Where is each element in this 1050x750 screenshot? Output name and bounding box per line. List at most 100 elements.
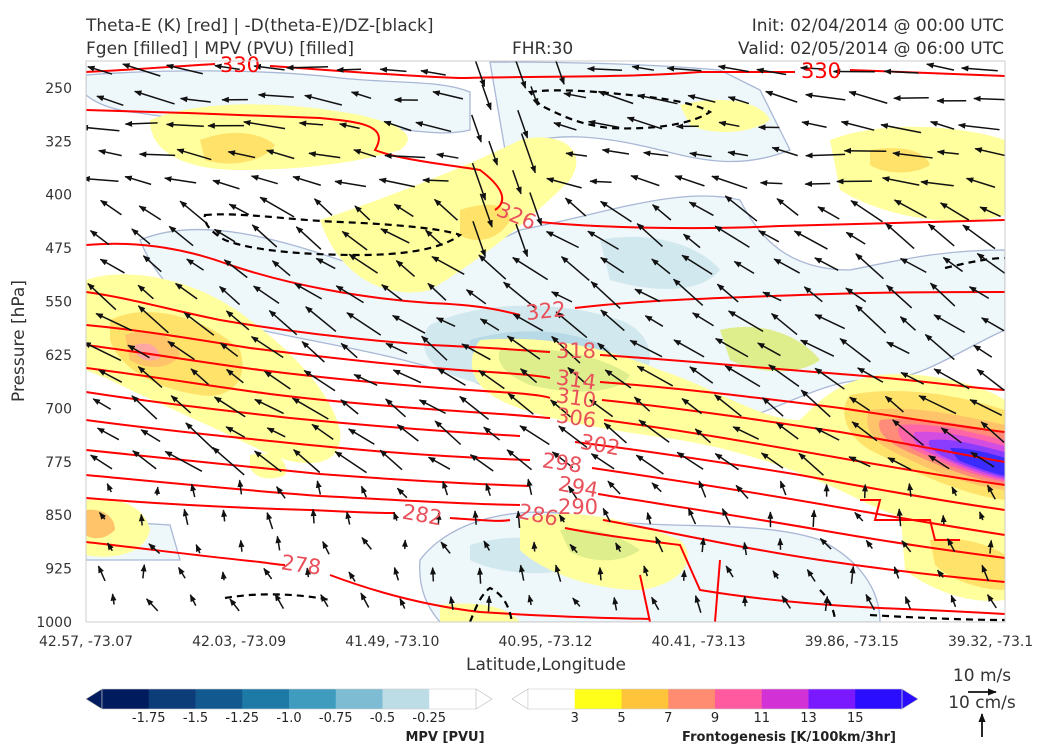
wind-vector [586,65,623,72]
wind-vector [418,399,446,415]
colorbar-extend-right [475,688,493,710]
wind-vector [973,344,993,358]
wind-vector [140,429,161,443]
x-tick-label: 40.95, -73.12 [498,634,592,650]
wind-vector [960,65,998,72]
wind-vector [380,228,410,244]
wind-vector [360,485,368,498]
wind-vector [425,229,443,247]
y-tick-label: 550 [45,295,72,311]
wind-vector [973,95,1005,102]
wind-vector [529,192,543,226]
wind-vector [761,397,784,417]
wind-vector [266,427,286,438]
wind-vector [567,485,578,500]
wind-vector [237,479,244,495]
wind-vector [933,314,966,334]
wind-vector [385,398,406,418]
wind-vector [483,426,501,441]
x-axis-label: Latitude,Longitude [466,655,626,675]
theta-e-label: 290 [558,495,598,519]
wind-vector [190,368,210,386]
wind-vector [946,537,956,552]
wind-vector [558,425,588,449]
colorbar-swatch [528,689,576,709]
wind-vector [681,254,713,275]
colorbar-tick-label: -0.25 [412,711,446,726]
wind-vector [840,120,875,131]
y-tick-label: 400 [45,188,72,204]
wind-vector [545,230,579,249]
wind-vector [636,365,674,387]
wind-vector [732,426,760,440]
wind-vector [651,482,662,493]
wind-vector [485,482,492,496]
wind-vector [929,282,956,307]
colorbar-tick-label: 7 [664,711,672,726]
wind-vector [814,257,839,271]
wind-vector [979,206,1001,218]
wind-vector [461,343,491,361]
wind-vector [884,395,904,413]
wind-vector [97,369,123,383]
wind-vector [861,483,868,499]
wind-vector [970,451,995,468]
wind-vector [687,94,716,103]
colorbar-tick-label: 11 [753,711,770,726]
wind-vector [383,120,412,132]
wind-vector [219,342,239,358]
wind-vector [626,116,663,130]
quiver-key: 10 m/s 10 cm/s [948,666,1016,737]
wind-vector [154,486,161,496]
wind-vector [800,339,835,357]
wind-vector [520,368,538,384]
wind-vector [880,123,922,134]
wind-vector [904,596,912,610]
wind-vector [396,487,408,499]
wind-vector [551,291,573,303]
wind-vector [213,228,236,243]
colorbar-swatch [808,689,856,709]
colorbar-extend-left [85,688,103,710]
wind-vector [396,424,419,442]
wind-vector [474,61,486,88]
wind-vector [940,427,962,444]
wind-vector [689,151,712,158]
wind-vector [361,537,372,550]
wind-vector [681,398,703,415]
wind-vector [849,396,871,412]
wind-vector [926,62,955,71]
wind-vector [554,564,562,582]
colorbar-swatch [148,689,196,709]
wind-vector [698,480,707,498]
wind-vector [134,90,175,105]
wind-vector [597,342,618,361]
wind-vector [804,92,846,101]
wind-vector [86,176,119,183]
colorbar-tick-label: -1.5 [183,711,208,726]
wind-vector [137,284,154,300]
wind-vector [471,162,487,201]
wind-vector [86,342,122,362]
wind-vector [526,478,533,495]
wind-vector [346,312,382,336]
wind-vector [459,395,490,421]
wind-vector [442,480,449,496]
wind-vector [715,337,749,358]
wind-vector [254,398,284,415]
wind-vector [95,312,132,332]
wind-vector [228,203,250,216]
wind-vector [422,177,449,184]
wind-vector [760,452,784,469]
wind-vector [440,541,451,554]
wind-vector [271,260,291,277]
y-tick-label: 700 [45,401,72,417]
wind-vector [776,198,799,216]
theta-e-label: 322 [525,297,567,325]
wind-vector [106,542,114,552]
colorbar-swatch [855,689,903,709]
wind-vector [981,317,1005,332]
wind-vector [315,480,322,495]
wind-vector [612,596,619,611]
wind-vector [572,597,581,607]
